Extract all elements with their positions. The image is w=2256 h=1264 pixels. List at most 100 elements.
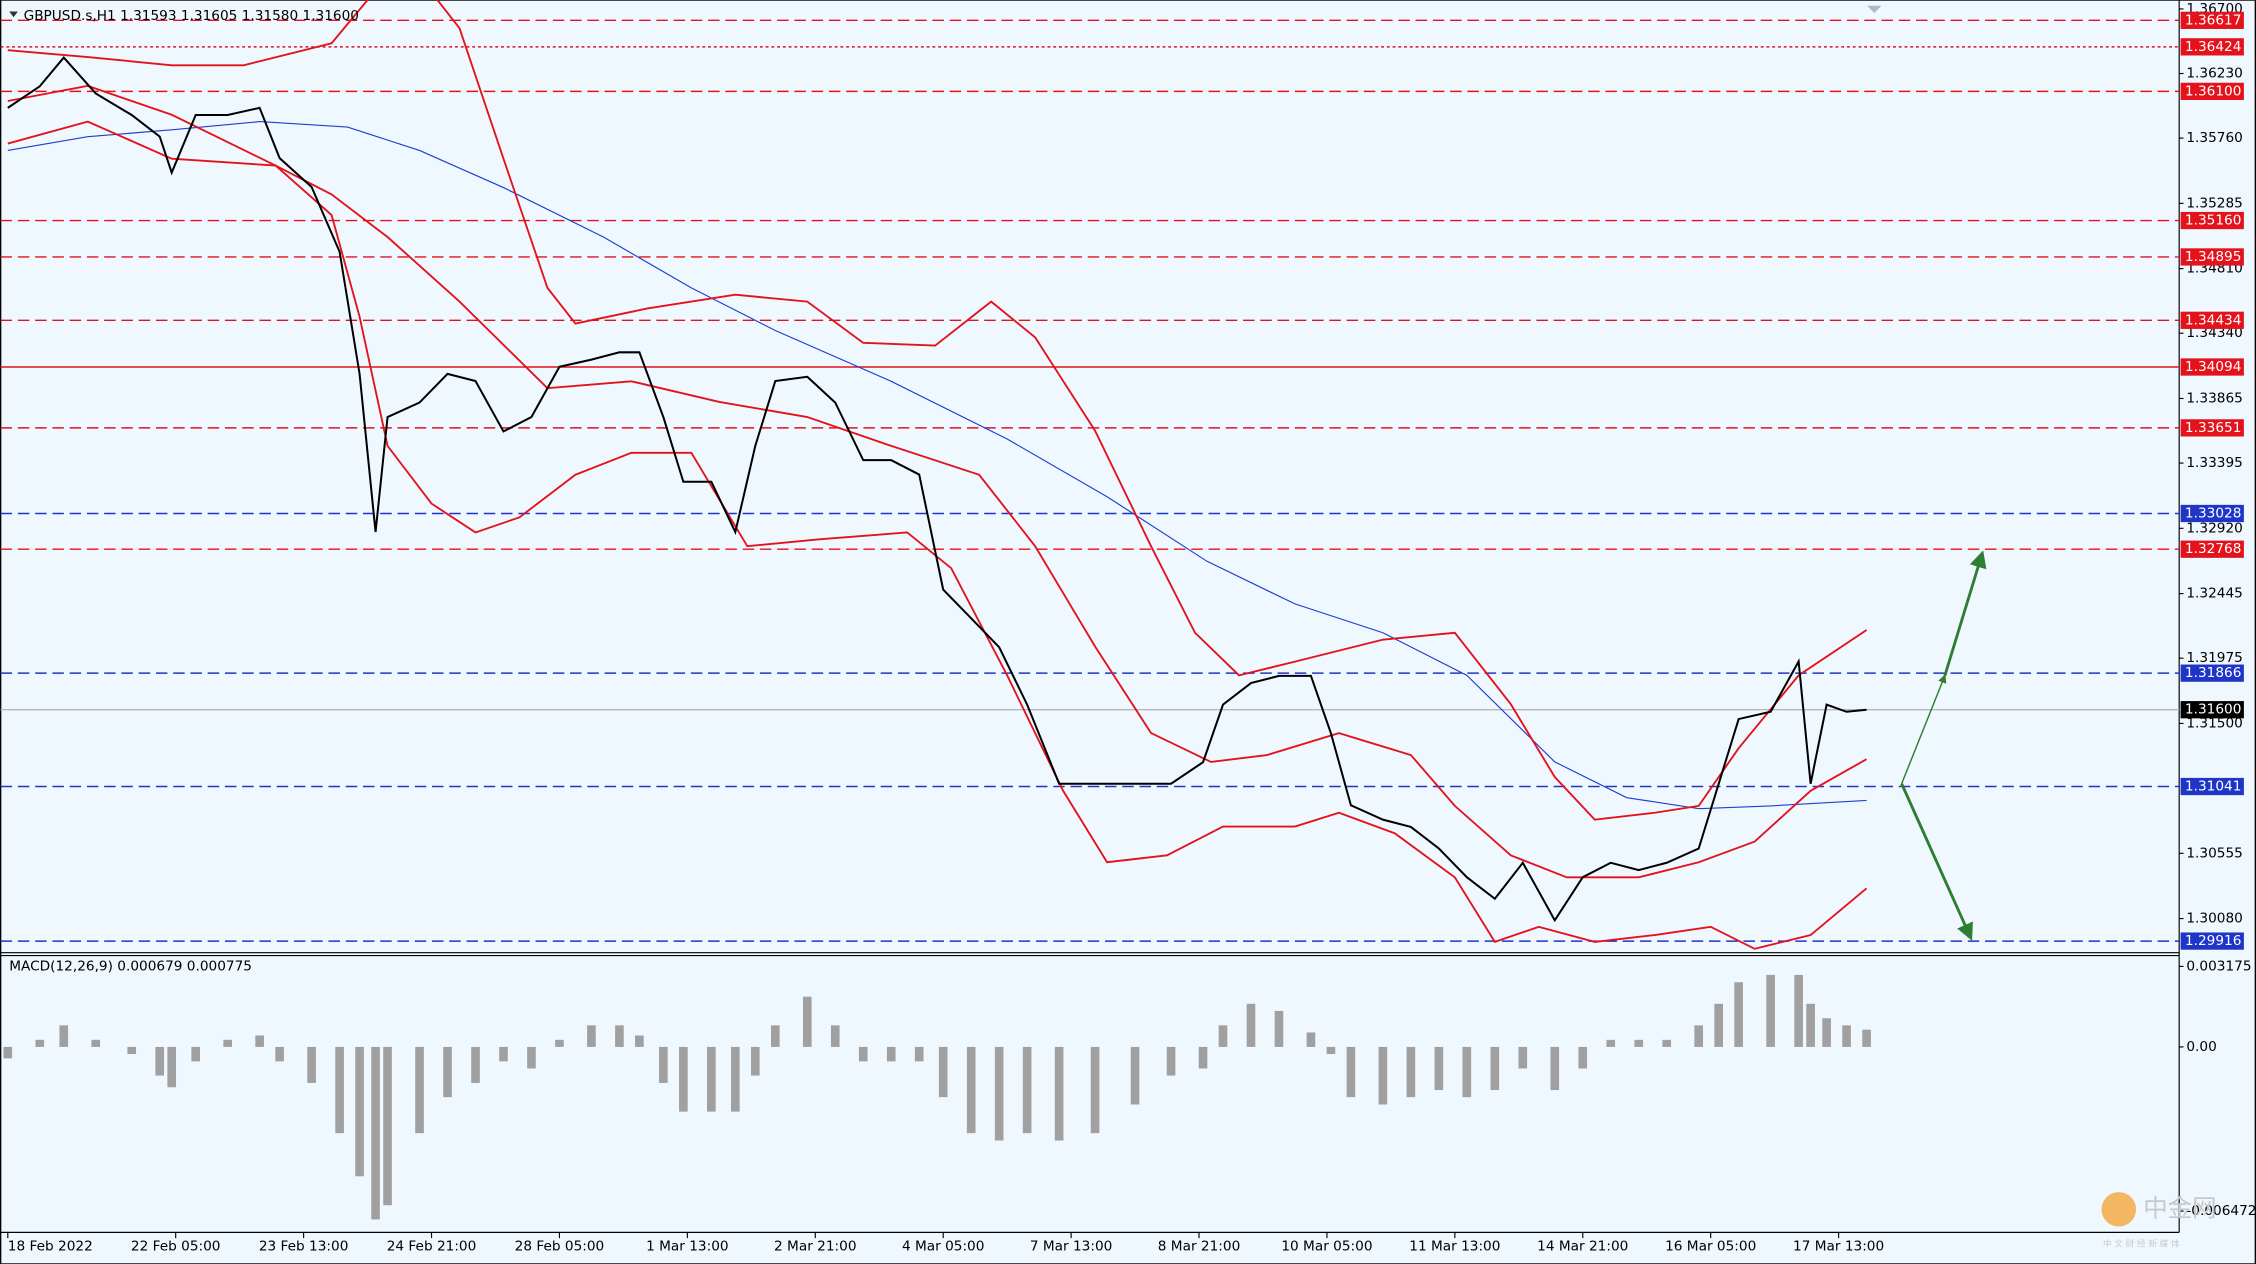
macd-bar xyxy=(191,1046,200,1062)
level-label: 1.33028 xyxy=(2185,505,2241,521)
macd-bar xyxy=(355,1046,364,1177)
x-tick-label: 8 Mar 21:00 xyxy=(1158,1239,1241,1255)
macd-bar xyxy=(659,1046,668,1083)
macd-bar xyxy=(1246,1003,1256,1047)
forecast-arrow xyxy=(1900,674,1947,784)
macd-bar xyxy=(750,1046,760,1076)
macd-bar xyxy=(471,1046,480,1083)
macd-bar xyxy=(770,1025,780,1047)
macd-bar xyxy=(1794,974,1803,1047)
axes: 1.367001.362301.357601.352851.348101.343… xyxy=(7,1,2256,1255)
series-line xyxy=(7,120,1868,950)
level-label-bg xyxy=(2180,932,2244,950)
x-tick-label: 1 Mar 13:00 xyxy=(646,1239,729,1255)
level-label-bg xyxy=(2180,540,2244,558)
macd-bar xyxy=(966,1046,976,1134)
forecast-arrow xyxy=(1943,550,1987,677)
level-label-bg xyxy=(2180,358,2244,376)
level-label-bg xyxy=(2180,211,2244,230)
macd-bar xyxy=(1346,1046,1356,1098)
x-tick-label: 22 Feb 05:00 xyxy=(131,1239,221,1255)
level-label: 1.35160 xyxy=(2185,213,2241,229)
macd-label: MACD(12,26,9) 0.000679 0.000775 xyxy=(9,958,252,974)
macd-bar xyxy=(307,1046,316,1083)
level-label-bg xyxy=(2180,701,2244,719)
y-tick-label: 1.30555 xyxy=(2186,845,2242,861)
level-label-bg xyxy=(2180,419,2244,437)
x-tick-label: 14 Mar 21:00 xyxy=(1537,1239,1628,1255)
macd-bar xyxy=(1198,1046,1208,1069)
macd-bar xyxy=(830,1025,840,1047)
level-label: 1.29916 xyxy=(2185,933,2241,949)
macd-bar xyxy=(1662,1039,1672,1047)
macd-bar xyxy=(1218,1025,1228,1047)
macd-bar xyxy=(1054,1046,1064,1141)
level-label: 1.36100 xyxy=(2185,83,2241,99)
level-label: 1.31866 xyxy=(2185,665,2241,681)
x-tick-label: 17 Mar 13:00 xyxy=(1793,1239,1884,1255)
title-icon xyxy=(9,11,18,18)
macd-bar xyxy=(415,1046,424,1134)
x-tick-label: 2 Mar 21:00 xyxy=(774,1239,857,1255)
x-tick-label: 28 Feb 05:00 xyxy=(515,1239,605,1255)
macd-y-tick-label: 0.00 xyxy=(2186,1039,2216,1055)
y-tick-label: 1.32445 xyxy=(2186,586,2242,602)
macd-bar xyxy=(1490,1046,1500,1091)
macd-panel xyxy=(3,974,1871,1220)
macd-bar xyxy=(1434,1046,1444,1091)
level-label-bg xyxy=(2180,248,2244,266)
y-tick-label: 1.33865 xyxy=(2186,390,2242,406)
macd-bar xyxy=(1606,1039,1616,1047)
y-tick-label: 1.31500 xyxy=(2186,715,2242,731)
macd-bar xyxy=(1406,1046,1416,1098)
macd-bar xyxy=(127,1046,137,1055)
macd-bar xyxy=(1306,1032,1316,1047)
series-line xyxy=(7,0,1868,821)
level-label: 1.34094 xyxy=(2185,359,2241,375)
macd-y-tick-label: -0.006472 xyxy=(2186,1203,2256,1219)
macd-bar xyxy=(527,1046,536,1069)
macd-bar xyxy=(1634,1039,1644,1047)
x-tick-label: 16 Mar 05:00 xyxy=(1665,1239,1756,1255)
level-label: 1.36424 xyxy=(2185,39,2241,55)
watermark-logo xyxy=(2101,1192,2137,1227)
macd-bar xyxy=(1714,1003,1723,1047)
macd-bar xyxy=(1550,1046,1560,1091)
macd-bar xyxy=(1766,974,1775,1047)
x-tick-label: 10 Mar 05:00 xyxy=(1281,1239,1372,1255)
macd-bar xyxy=(858,1046,868,1062)
macd-bar xyxy=(275,1046,284,1062)
series-line xyxy=(7,121,1867,810)
price-panel xyxy=(7,0,1868,950)
y-tick-label: 1.31975 xyxy=(2186,650,2242,666)
macd-bar xyxy=(1462,1046,1472,1098)
level-label: 1.34434 xyxy=(2185,312,2241,328)
macd-bar xyxy=(707,1046,716,1112)
macd-bar xyxy=(1822,1018,1831,1047)
level-label: 1.31041 xyxy=(2185,779,2241,795)
forecast-arrow xyxy=(1900,783,1973,941)
level-label-bg xyxy=(2180,82,2244,101)
y-tick-label: 1.30080 xyxy=(2186,911,2242,927)
y-tick-label: 1.34340 xyxy=(2186,325,2242,341)
macd-y-tick-label: 0.003175 xyxy=(2186,958,2251,974)
level-label-bg xyxy=(2180,504,2244,523)
macd-bar xyxy=(886,1046,896,1062)
macd-bar xyxy=(255,1035,264,1047)
macd-bar xyxy=(587,1025,596,1047)
x-tick-label: 11 Mar 13:00 xyxy=(1409,1239,1500,1255)
series-line xyxy=(7,84,1868,879)
x-tick-label: 7 Mar 13:00 xyxy=(1030,1239,1113,1255)
macd-bar xyxy=(3,1046,13,1059)
macd-bar xyxy=(335,1046,344,1134)
macd-bar xyxy=(1578,1046,1588,1069)
macd-bar xyxy=(383,1046,392,1206)
watermark: 中金网 xyxy=(2143,1193,2216,1222)
macd-bar xyxy=(1130,1046,1140,1105)
macd-bar xyxy=(1694,1025,1704,1047)
x-tick-label: 4 Mar 05:00 xyxy=(902,1239,985,1255)
macd-bar xyxy=(1842,1025,1851,1047)
macd-bar xyxy=(1378,1046,1388,1105)
macd-bar xyxy=(1022,1046,1032,1134)
